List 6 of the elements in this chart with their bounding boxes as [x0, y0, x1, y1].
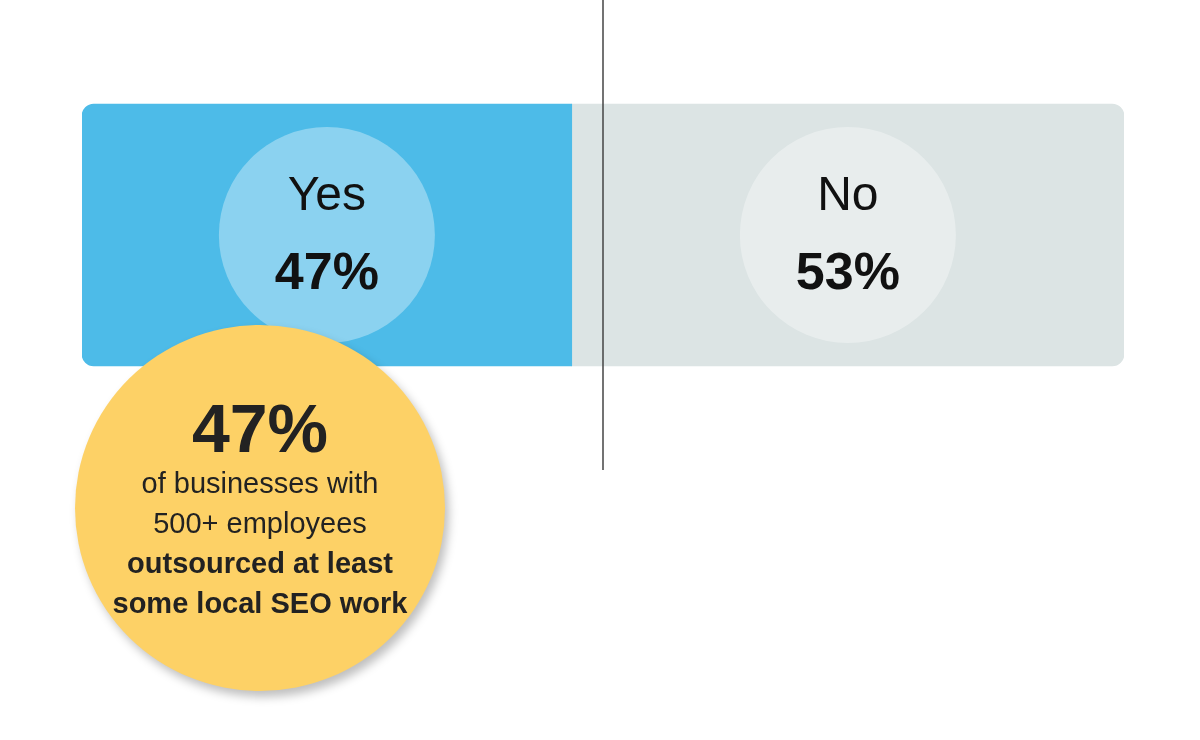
- text: outsourced at least some local SEO work: [111, 546, 409, 621]
- data-label: 53%: [795, 242, 900, 301]
- series-label: Yes: [287, 167, 367, 221]
- series-label: No: [817, 167, 879, 221]
- text: 47%: [190, 390, 330, 466]
- data-label: 47%: [274, 242, 379, 301]
